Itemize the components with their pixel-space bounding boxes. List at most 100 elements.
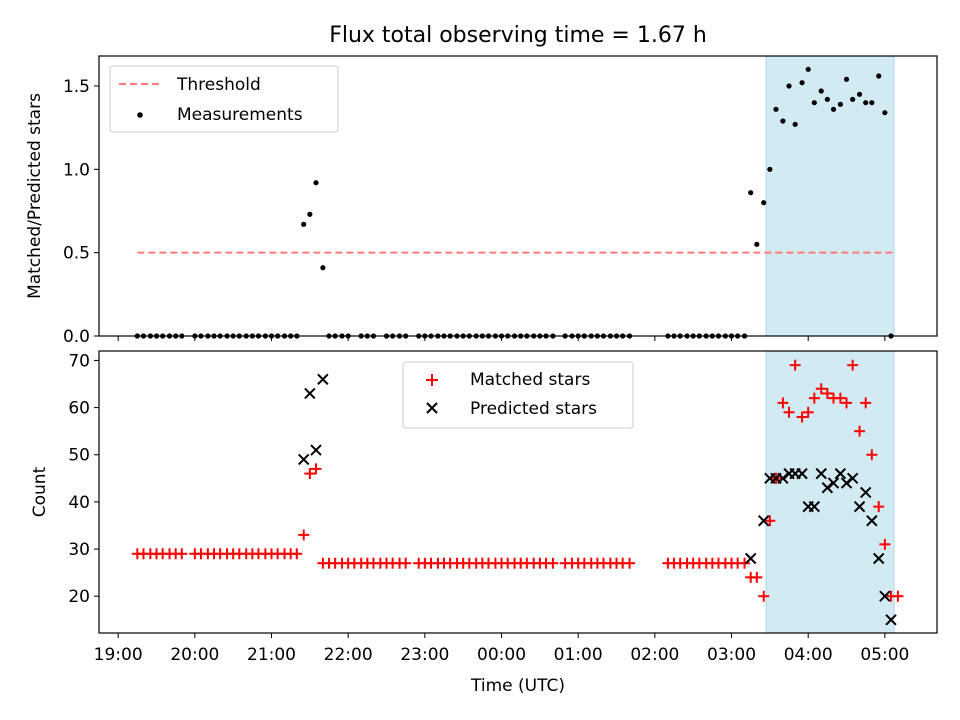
top-legend-box — [109, 65, 339, 133]
predicted-stars-point — [310, 444, 322, 456]
predicted-stars-point — [796, 467, 808, 480]
measurement-point — [754, 241, 760, 247]
bottom-y-label: Count — [30, 466, 50, 517]
measurements-legend-swatch — [137, 112, 143, 118]
bottom-legend: Matched stars Predicted stars — [402, 361, 634, 429]
matched-stars-point — [879, 538, 891, 550]
measurements-legend-label: Measurements — [177, 105, 303, 125]
chart-title: Flux total observing time = 1.67 h — [329, 23, 707, 48]
matched-stars-point — [815, 383, 827, 395]
predicted-stars-point — [777, 472, 789, 485]
bottom-plot-marks — [131, 359, 904, 626]
top-axes-frame — [98, 55, 938, 337]
measurement-point — [786, 83, 792, 89]
matched-stars-point — [802, 406, 814, 418]
x-tick-label: 22:00 — [324, 645, 373, 665]
predicted-stars-point — [846, 472, 859, 485]
matched-stars-point — [841, 397, 853, 409]
measurement-point — [313, 180, 319, 186]
y-tick-label: 1.0 — [63, 160, 90, 180]
matched-stars-point — [834, 392, 846, 404]
matched-stars-point — [310, 463, 322, 475]
matched-stars-point — [298, 529, 310, 541]
matched-stars-point — [854, 425, 866, 437]
measurement-point — [869, 100, 875, 106]
bottom-legend-box — [402, 361, 634, 429]
measurement-point — [320, 265, 326, 271]
predicted-stars-point — [853, 500, 866, 513]
top-legend: Threshold Measurements — [109, 65, 339, 133]
matched-stars-point — [866, 449, 878, 461]
y-tick-label: 1.5 — [63, 77, 90, 97]
predicted-stars-point — [298, 453, 310, 466]
x-tick-label: 05:00 — [860, 645, 909, 665]
bottom-x-axis: 19:00 20:00 21:00 22:00 23:00 00:00 01:00 02:00… — [94, 633, 909, 665]
matched-stars-point — [624, 557, 636, 569]
predicted-legend-swatch — [426, 402, 438, 414]
matched-stars-point — [821, 387, 833, 399]
top-y-label: Matched/Predicted stars — [25, 93, 45, 299]
matched-stars-point — [304, 468, 316, 480]
bottom-panel: 20 30 40 50 60 70 19:00 20:00 21:00 22:00 23:00 00… — [30, 350, 938, 696]
measurement-point — [876, 73, 882, 79]
predicted-stars-point — [859, 486, 872, 499]
y-tick-label: 0.0 — [63, 327, 90, 347]
matched-stars-point — [547, 557, 559, 569]
matched-stars-point — [777, 397, 789, 409]
predicted-stars-point — [885, 614, 897, 626]
matched-legend-swatch — [426, 374, 438, 386]
top-panel: 0.0 0.5 1.0 1.5 Matched/Predicted stars Thr… — [25, 55, 938, 347]
measurement-point — [830, 106, 837, 112]
predicted-stars-point — [827, 477, 840, 489]
measurement-point — [799, 80, 805, 86]
x-tick-label: 00:00 — [477, 645, 526, 665]
y-tick-label: 60 — [68, 399, 90, 419]
matched-stars-point — [751, 571, 763, 583]
predicted-stars-point — [840, 477, 853, 489]
matched-stars-point — [847, 359, 859, 371]
x-axis-label: Time (UTC) — [470, 676, 565, 696]
x-tick-label: 23:00 — [400, 645, 449, 665]
predicted-stars-point — [834, 467, 847, 480]
x-tick-label: 19:00 — [94, 645, 143, 665]
y-tick-label: 70 — [68, 351, 90, 371]
bottom-axes-frame — [98, 350, 938, 634]
measurement-point — [748, 190, 754, 196]
measurement-point — [780, 118, 786, 124]
matched-stars-point — [789, 359, 801, 371]
measurement-point — [301, 221, 307, 227]
matched-stars-point — [400, 557, 412, 569]
matched-stars-point — [860, 397, 872, 409]
matched-stars-point — [176, 548, 188, 560]
measurement-point — [882, 110, 888, 116]
matched-stars-point — [892, 590, 904, 602]
x-tick-label: 20:00 — [170, 645, 219, 665]
predicted-stars-point — [879, 590, 891, 602]
observing-window-band — [765, 55, 895, 337]
predicted-stars-point — [304, 387, 316, 400]
predicted-stars-point — [744, 552, 757, 565]
predicted-stars-point — [317, 373, 329, 386]
matched-stars-point — [808, 392, 820, 404]
top-y-axis: 0.0 0.5 1.0 1.5 — [63, 77, 99, 347]
predicted-stars-point — [815, 467, 827, 480]
x-tick-label: 21:00 — [247, 645, 296, 665]
matched-stars-point — [758, 590, 770, 602]
measurement-point — [824, 96, 830, 102]
measurement-point — [761, 200, 767, 206]
measurement-point — [850, 96, 856, 102]
predicted-stars-point — [866, 515, 878, 527]
x-tick-label: 04:00 — [784, 645, 833, 665]
bottom-y-axis: 20 30 40 50 60 70 — [68, 351, 99, 607]
predicted-legend-label: Predicted stars — [470, 399, 597, 419]
measurement-point — [818, 88, 824, 94]
measurement-point — [863, 100, 869, 106]
y-tick-label: 30 — [68, 540, 90, 560]
observing-window-shade — [765, 55, 895, 337]
measurement-point — [792, 121, 798, 127]
measurement-point — [843, 76, 850, 82]
predicted-stars-point — [808, 500, 821, 513]
threshold-legend-label: Threshold — [176, 75, 261, 95]
y-tick-label: 0.5 — [63, 244, 90, 264]
